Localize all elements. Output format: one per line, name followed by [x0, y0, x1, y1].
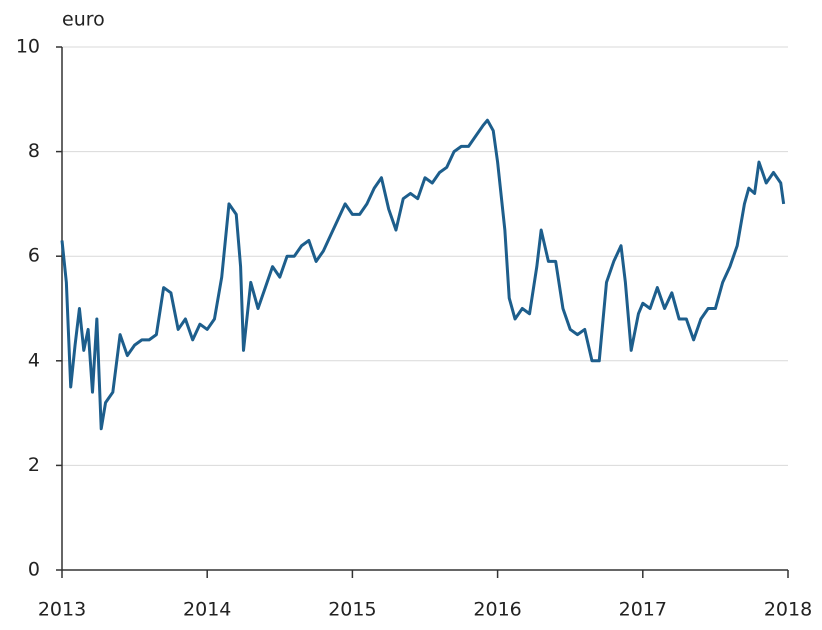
- x-tick-label: 2017: [619, 599, 667, 621]
- x-tick-label: 2018: [764, 599, 812, 621]
- x-tick-label: 2015: [328, 599, 376, 621]
- y-tick-label: 4: [28, 349, 40, 371]
- x-tick-label: 2014: [183, 599, 231, 621]
- y-tick-label: 0: [28, 559, 40, 581]
- y-tick-label: 10: [16, 36, 40, 58]
- y-tick-label: 2: [28, 454, 40, 476]
- y-tick-label: 8: [28, 140, 40, 162]
- x-tick-label: 2016: [473, 599, 521, 621]
- y-axis-label: euro: [62, 9, 105, 31]
- y-tick-label: 6: [28, 245, 40, 267]
- x-tick-label: 2013: [38, 599, 86, 621]
- line: [60, 118, 786, 431]
